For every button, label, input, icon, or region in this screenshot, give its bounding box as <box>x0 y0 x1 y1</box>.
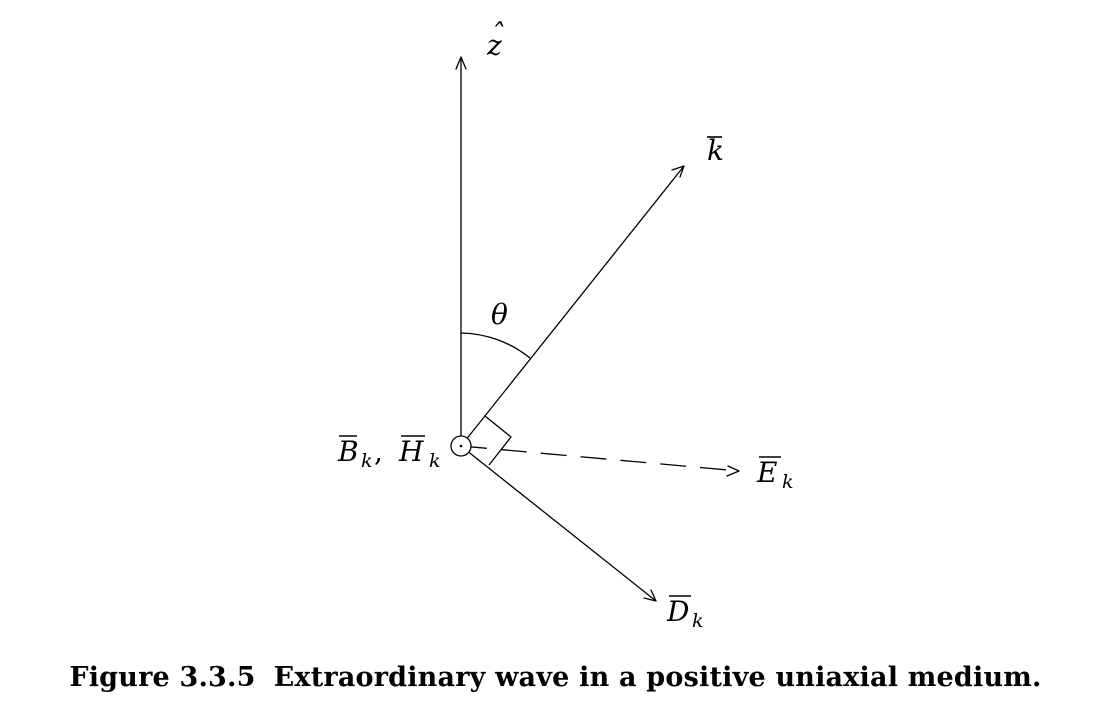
theta-arc <box>460 332 531 359</box>
e-letter: E <box>756 456 777 489</box>
d-vector-arrowhead <box>643 589 657 602</box>
d-letter: D <box>666 595 689 628</box>
e-vector-label: E k <box>756 456 794 493</box>
figure-caption: Figure 3.3.5 Extraordinary wave in a posi… <box>0 662 1111 693</box>
d-subscript: k <box>692 610 704 632</box>
e-subscript: k <box>782 471 794 493</box>
b-letter: B <box>337 435 359 468</box>
e-vector-arrowhead <box>726 465 740 477</box>
e-vector-dashed-line <box>460 445 740 472</box>
k-vector-label: k <box>707 134 724 167</box>
origin-separator: , <box>374 435 383 468</box>
origin-label: B k , H k <box>337 435 441 472</box>
figure-number: Figure 3.3.5 <box>69 662 256 693</box>
k-letter: k <box>707 134 724 167</box>
z-axis-letter: z <box>486 29 502 62</box>
d-vector-label: D k <box>666 595 704 632</box>
z-axis-arrowhead <box>455 56 467 70</box>
d-vector-line <box>460 445 657 602</box>
z-hat-accent: ˆ <box>490 18 504 51</box>
theta-label: θ <box>491 298 508 331</box>
figure-title: Extraordinary wave in a positive uniaxia… <box>273 662 1042 693</box>
h-letter: H <box>398 435 424 468</box>
z-axis-label: ˆ z <box>486 18 504 62</box>
h-subscript: k <box>429 450 441 472</box>
k-vector-line <box>460 165 685 447</box>
k-vector-arrowhead <box>671 165 685 178</box>
origin-dot <box>459 444 463 448</box>
b-subscript: k <box>361 450 373 472</box>
right-angle-marker <box>484 415 512 466</box>
